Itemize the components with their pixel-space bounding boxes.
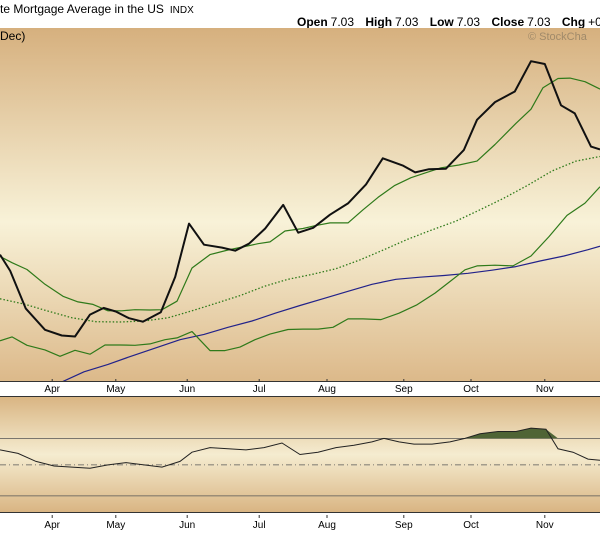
x-tick-label: Nov bbox=[536, 384, 554, 395]
price-panel-x-axis: Apr May Jun Jul Aug Sep Oct Nov bbox=[44, 379, 554, 395]
x-tick-label: May bbox=[106, 384, 125, 395]
x-tick-label: Apr bbox=[44, 384, 60, 395]
x-tick-label: Oct bbox=[463, 520, 479, 531]
series-line-ma-short bbox=[0, 77, 600, 312]
x-tick-label: Jul bbox=[253, 384, 266, 395]
x-tick-label: Sep bbox=[395, 384, 413, 395]
x-tick-label: Jul bbox=[253, 520, 266, 531]
x-tick-label: Sep bbox=[395, 520, 413, 531]
series-line-ma-medium bbox=[0, 155, 600, 323]
x-tick-label: May bbox=[106, 520, 125, 531]
panel-sub-label: Dec) bbox=[0, 29, 25, 43]
series-line-price bbox=[0, 60, 600, 338]
series-line-ma-long bbox=[62, 245, 600, 381]
x-tick-label: Jun bbox=[179, 384, 195, 395]
oscillator-line bbox=[0, 427, 600, 469]
x-tick-label: Jun bbox=[179, 520, 195, 531]
price-panel bbox=[0, 28, 600, 381]
watermark: © StockCha bbox=[528, 31, 588, 43]
panel-border bbox=[0, 396, 600, 397]
x-tick-label: Nov bbox=[536, 520, 554, 531]
ohlc-readout: Open 7.03 High 7.03 Low 7.03 Close 7.03 Chg +… bbox=[297, 15, 600, 29]
oscillator-series bbox=[0, 427, 600, 469]
price-panel-series bbox=[0, 60, 600, 381]
x-tick-label: Apr bbox=[44, 520, 60, 531]
x-tick-label: Oct bbox=[463, 384, 479, 395]
chart-title: te Mortgage Average in the US INDX bbox=[0, 2, 194, 16]
oscillator-x-axis: Apr May Jun Jul Aug Sep Oct Nov bbox=[44, 515, 554, 531]
series-line-band-lower bbox=[0, 186, 600, 357]
header-bar bbox=[0, 0, 600, 28]
x-tick-label: Aug bbox=[318, 520, 336, 531]
x-tick-label: Aug bbox=[318, 384, 336, 395]
